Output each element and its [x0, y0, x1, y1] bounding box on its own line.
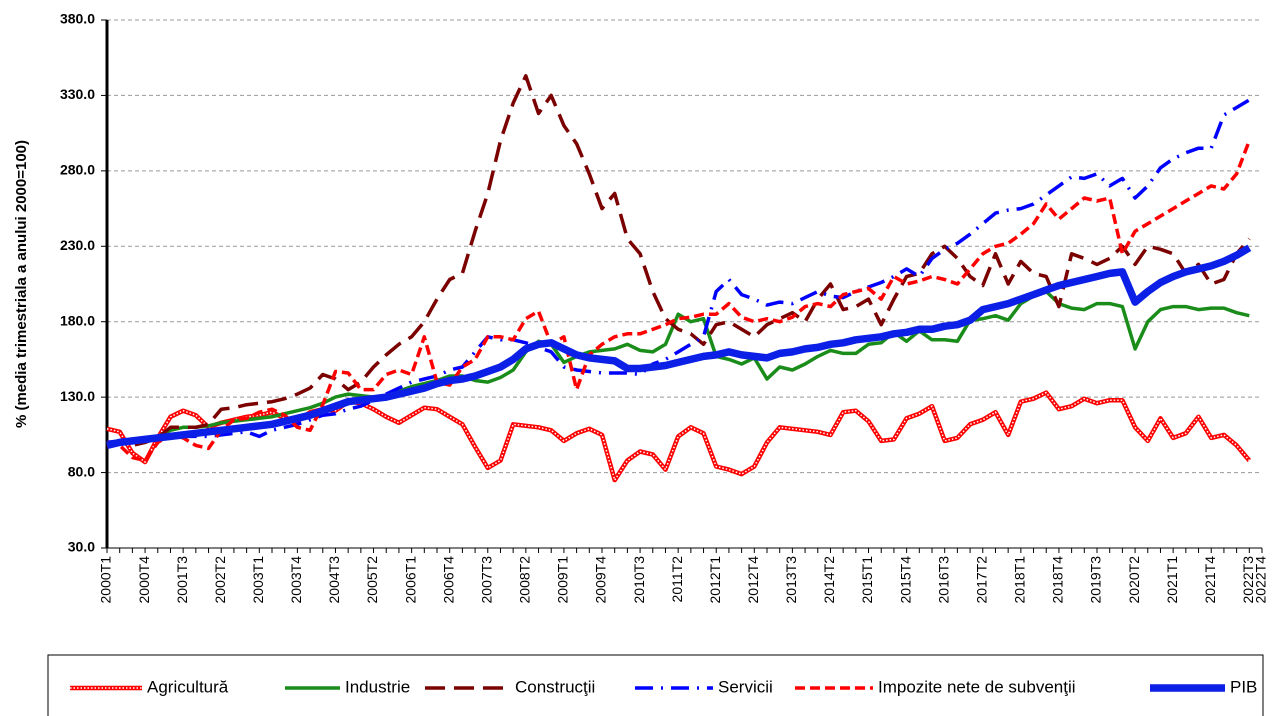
series-line	[106, 140, 1251, 463]
x-tick-label: 2002T2	[212, 556, 228, 604]
x-tick-label: 2007T3	[478, 556, 494, 604]
x-tick-label: 2018T4	[1050, 556, 1066, 604]
x-tick-label: 2011T2	[669, 556, 685, 603]
x-tick-label: 2015T4	[897, 556, 913, 604]
x-tick-label: 2005T2	[364, 556, 380, 604]
y-tick-label: 130.0	[60, 388, 95, 404]
series-line	[106, 244, 1252, 450]
y-tick-label: 230.0	[60, 237, 95, 253]
x-tick-label: 2012T1	[707, 556, 723, 604]
x-tick-label: 2021T1	[1164, 556, 1180, 604]
x-tick-label: 2008T2	[517, 556, 533, 604]
x-tick-label: 2001T3	[174, 556, 190, 604]
x-tick-label: 2022T4	[1253, 556, 1269, 604]
x-tick-label: 2021T4	[1202, 556, 1218, 604]
x-tick-label: 2009T4	[593, 556, 609, 604]
series-line	[106, 98, 1251, 445]
x-tick-label: 2009T1	[555, 556, 571, 604]
y-tick-label: 80.0	[68, 463, 95, 479]
legend-label: Servicii	[718, 677, 773, 696]
x-tick-label: 2019T3	[1088, 556, 1104, 604]
legend-box	[47, 654, 1264, 716]
x-tick-label: 2015T1	[859, 556, 875, 604]
y-tick-label: 280.0	[60, 162, 95, 178]
legend-label: PIB	[1230, 677, 1257, 696]
x-tick-label: 2012T4	[745, 556, 761, 604]
legend-label: Agricultură	[147, 677, 229, 696]
x-tick-label: 2013T3	[783, 556, 799, 604]
x-tick-label: 2000T1	[98, 556, 114, 604]
x-tick-label: 2022T3	[1240, 556, 1256, 604]
x-tick-label: 2000T4	[136, 556, 152, 604]
x-tick-label: 2004T3	[326, 556, 342, 604]
x-tick-label: 2017T2	[973, 556, 989, 604]
x-tick-label: 2016T3	[935, 556, 951, 604]
y-axis-title: % (media trimestriala a anului 2000=100)	[13, 140, 30, 428]
x-tick-label: 2020T2	[1126, 556, 1142, 604]
x-tick-label: 2018T1	[1012, 556, 1028, 604]
y-tick-label: 330.0	[60, 86, 95, 102]
legend-label: Impozite nete de subvenţii	[878, 677, 1076, 696]
x-tick-label: 2006T1	[402, 556, 418, 604]
series-line	[106, 74, 1251, 449]
x-tick-label: 2010T3	[631, 556, 647, 604]
series-line	[106, 390, 1252, 483]
y-tick-label: 180.0	[60, 312, 95, 328]
x-tick-label: 2006T4	[440, 556, 456, 604]
x-tick-label: 2003T1	[250, 556, 266, 604]
legend-label: Industrie	[345, 677, 410, 696]
x-tick-label: 2014T2	[821, 556, 837, 604]
y-tick-label: 30.0	[68, 539, 95, 555]
y-tick-label: 380.0	[60, 11, 95, 27]
x-tick-label: 2003T4	[288, 556, 304, 604]
legend-label: Construcţii	[515, 677, 595, 696]
